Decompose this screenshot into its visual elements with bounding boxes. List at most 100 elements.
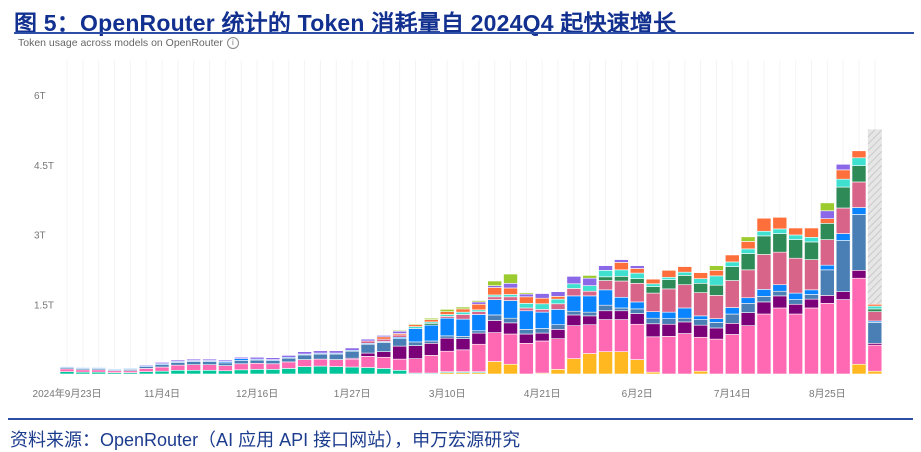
bar-segment: [724, 334, 740, 375]
bar-segment: [598, 280, 613, 291]
bar-32[interactable]: [550, 291, 566, 375]
bar-segment: [424, 340, 439, 344]
bar-segment: [835, 291, 851, 300]
bar-5[interactable]: [123, 367, 138, 375]
bar-segment: [772, 216, 788, 230]
bar-4[interactable]: [107, 368, 122, 375]
bar-segment: [328, 353, 344, 360]
bar-27[interactable]: [471, 300, 487, 375]
bar-41[interactable]: [693, 272, 708, 375]
info-icon[interactable]: i: [226, 37, 239, 49]
bar-segment: [281, 361, 297, 369]
bar-segment: [439, 309, 455, 312]
bar-segment: [503, 283, 518, 289]
bar-45[interactable]: [756, 217, 772, 375]
bar-segment: [550, 369, 566, 375]
bar-segment: [281, 357, 297, 363]
bar-3[interactable]: [91, 366, 106, 375]
bar-11[interactable]: [218, 359, 233, 375]
bar-segment: [297, 366, 312, 375]
bar-segment: [91, 369, 106, 373]
bar-34[interactable]: [582, 275, 598, 375]
bar-42[interactable]: [709, 265, 724, 375]
bar-46[interactable]: [772, 216, 788, 375]
x-tick-label: 1月27日: [334, 388, 371, 400]
bar-segment: [804, 298, 819, 309]
bar-segment: [566, 314, 582, 326]
bar-48[interactable]: [804, 227, 819, 375]
bar-40[interactable]: [677, 266, 693, 375]
bar-segment: [439, 317, 455, 337]
bar-30[interactable]: [519, 292, 534, 375]
bar-16[interactable]: [297, 351, 312, 375]
bar-52[interactable]: [867, 303, 883, 375]
bar-25[interactable]: [439, 309, 455, 375]
bar-segment: [186, 369, 202, 375]
bar-18[interactable]: [328, 350, 344, 375]
bar-13[interactable]: [249, 356, 265, 375]
bar-segment: [376, 335, 392, 338]
bar-segment: [693, 319, 708, 326]
bar-segment: [788, 292, 803, 300]
bar-38[interactable]: [645, 278, 661, 375]
bar-segment: [233, 369, 249, 375]
bar-segment: [582, 290, 598, 297]
bar-50[interactable]: [835, 163, 851, 375]
bar-6[interactable]: [138, 364, 154, 375]
bar-21[interactable]: [376, 335, 392, 375]
bar-segment: [519, 303, 534, 309]
y-tick-label: 3T: [34, 231, 46, 242]
bar-19[interactable]: [344, 347, 360, 375]
bar-28[interactable]: [487, 280, 502, 375]
bar-29[interactable]: [503, 273, 518, 375]
bar-segment: [867, 322, 883, 344]
bar-segment: [867, 305, 883, 310]
bar-31[interactable]: [534, 293, 550, 375]
bar-47[interactable]: [788, 227, 803, 375]
bar-22[interactable]: [392, 329, 407, 375]
bar-segment: [408, 358, 423, 374]
bar-segment: [820, 303, 835, 375]
bar-1[interactable]: [59, 365, 75, 375]
bar-26[interactable]: [455, 306, 471, 375]
bar-segment: [503, 273, 518, 284]
bar-23[interactable]: [408, 323, 423, 375]
bar-49[interactable]: [820, 202, 835, 375]
bar-51[interactable]: [851, 150, 867, 375]
bar-segment: [249, 363, 265, 370]
bar-segment: [661, 276, 677, 280]
bar-10[interactable]: [202, 358, 217, 375]
bar-9[interactable]: [186, 358, 202, 375]
bar-12[interactable]: [233, 356, 249, 375]
bar-39[interactable]: [661, 270, 677, 375]
bar-24[interactable]: [424, 317, 439, 375]
bar-35[interactable]: [598, 265, 613, 375]
bar-8[interactable]: [170, 359, 186, 375]
bar-segment: [154, 366, 170, 372]
bar-20[interactable]: [360, 338, 376, 375]
bar-segment: [439, 337, 455, 352]
bar-segment: [835, 169, 851, 180]
bar-17[interactable]: [313, 350, 328, 375]
bar-segment: [439, 350, 455, 372]
bar-segment: [693, 370, 708, 375]
bar-14[interactable]: [265, 357, 281, 375]
bar-segment: [867, 303, 883, 307]
bar-segment: [138, 364, 154, 366]
bar-segment: [582, 277, 598, 286]
bar-43[interactable]: [724, 254, 740, 375]
bar-15[interactable]: [281, 355, 297, 375]
bar-2[interactable]: [75, 366, 91, 375]
bar-37[interactable]: [629, 265, 645, 375]
bar-segment: [851, 270, 867, 279]
bar-segment: [693, 292, 708, 317]
bar-7[interactable]: [154, 362, 170, 375]
bar-segment: [75, 369, 91, 373]
bar-segment: [598, 351, 613, 375]
y-tick-label: 6T: [34, 91, 46, 102]
bar-33[interactable]: [566, 276, 582, 375]
bar-44[interactable]: [740, 236, 756, 375]
bar-36[interactable]: [614, 259, 629, 375]
bar-segment: [218, 359, 233, 362]
x-tick-label: 7月14日: [714, 388, 751, 400]
